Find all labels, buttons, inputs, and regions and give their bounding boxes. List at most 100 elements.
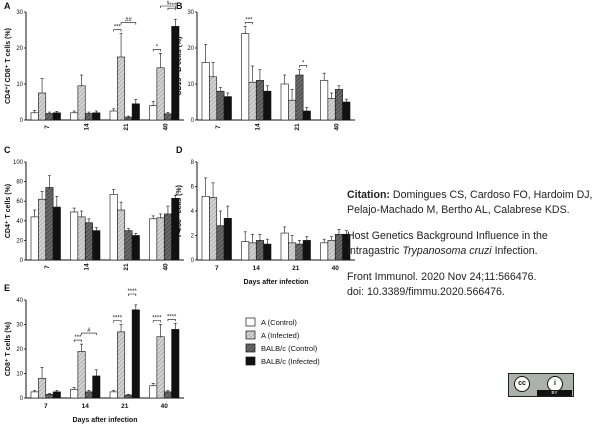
bar (163, 213, 172, 261)
panel-letter: B (176, 1, 183, 11)
y-tick-label: 30 (16, 323, 23, 329)
bar (38, 198, 47, 261)
significance-bracket (120, 22, 137, 25)
x-tick-label: 7 (44, 265, 51, 269)
bar (216, 225, 225, 261)
x-tick-label: 40 (333, 123, 340, 131)
x-tick-label: 21 (123, 263, 130, 271)
bar (327, 98, 336, 121)
bar (77, 85, 86, 121)
y-tick-label: 2 (191, 234, 195, 240)
cc-icon: cc (514, 376, 530, 392)
significance-label: *** (114, 25, 122, 31)
bar (38, 92, 47, 121)
legend-swatch (245, 317, 256, 327)
significance-label: **** (167, 314, 177, 320)
x-tick-label: 40 (162, 123, 169, 131)
bar (288, 242, 297, 261)
x-tick-label: 21 (121, 403, 129, 410)
x-tick-label: 40 (161, 403, 169, 410)
x-tick-label: 7 (215, 265, 219, 272)
y-tick-label: 0 (20, 118, 24, 124)
x-tick-label: 7 (215, 125, 222, 129)
bar (201, 62, 210, 121)
bar (334, 89, 343, 121)
significance-label: **** (152, 316, 162, 322)
legend-swatch (245, 356, 256, 366)
y-tick-label: 40 (16, 298, 23, 304)
bar (70, 211, 79, 261)
y-tick-label: 20 (16, 46, 23, 52)
y-tick-label: 80 (16, 180, 23, 186)
bar (295, 243, 304, 261)
y-tick-label: 10 (187, 82, 194, 88)
bar (255, 80, 264, 121)
citation-title-italic: Trypanosoma cruzi (402, 245, 492, 257)
bar (52, 391, 61, 399)
citation-label: Citation: (347, 189, 390, 201)
bar (156, 217, 165, 261)
y-axis-label: CD8⁺ T cells (%) (5, 322, 12, 376)
citation-journal: Front Immunol. 2020 Nov 24;11:566476. (347, 271, 537, 283)
y-axis-label: F4/80⁺ cells (%) (176, 185, 183, 237)
bar (131, 309, 140, 399)
bar (131, 103, 140, 121)
bar (241, 33, 250, 121)
bar (45, 113, 54, 121)
bar (263, 90, 272, 121)
cc-by-license-badge[interactable]: cc i BY (508, 373, 574, 397)
bar (248, 81, 257, 121)
significance-bracket (152, 320, 161, 323)
x-tick-label: 21 (294, 123, 301, 131)
x-tick-label: 7 (44, 403, 48, 410)
y-tick-label: 30 (16, 10, 23, 16)
bar (38, 378, 47, 399)
bar (209, 76, 218, 121)
bar (302, 110, 311, 121)
significance-label: ## (125, 18, 132, 24)
bar (117, 56, 126, 121)
significance-bracket (113, 320, 122, 323)
y-tick-label: 4 (191, 209, 195, 215)
bar (288, 99, 297, 121)
bar (280, 232, 289, 261)
y-tick-label: 0 (20, 258, 24, 264)
bar (77, 351, 86, 399)
significance-label: **** (127, 289, 137, 295)
bar (84, 113, 93, 121)
bar (280, 83, 289, 121)
panel-letter: C (4, 145, 11, 155)
bar (30, 391, 39, 399)
legend-label: A (Infected) (261, 331, 300, 340)
panel-a: A CD4⁺/ CD8⁺ T cells (%) 0 10 20 30 7 14 21 ***##… (4, 1, 184, 131)
panel-letter: E (4, 283, 10, 293)
bar (320, 242, 329, 261)
bar (248, 242, 257, 261)
bar (45, 394, 54, 399)
panel-letter: A (4, 1, 11, 11)
bar (149, 218, 158, 261)
citation-title-pre: Host Genetics Background Influence in th… (347, 230, 548, 257)
citation-block: Citation: Domingues CS, Cardoso FO, Hard… (347, 188, 599, 311)
y-axis-label: CD19⁺ B cells (%) (176, 37, 183, 96)
bar (149, 385, 158, 399)
significance-bracket (152, 49, 161, 52)
citation-authors: Domingues CS, Cardoso FO, Hardoim DJ, Pe… (347, 189, 593, 216)
x-tick-label: 21 (292, 265, 300, 272)
legend: A (Control) A (Infected) BALB/c (Control) B… (245, 317, 320, 366)
bar (92, 375, 101, 399)
x-tick-label: 14 (83, 123, 90, 131)
citation-title-paragraph: Host Genetics Background Influence in th… (347, 229, 599, 259)
legend-swatch (245, 330, 256, 340)
significance-label: *** (245, 17, 253, 23)
bar (109, 391, 118, 399)
y-tick-label: 20 (187, 46, 194, 52)
significance-bracket (167, 318, 176, 322)
significance-bracket (113, 29, 122, 32)
bar (45, 187, 54, 261)
bar (156, 336, 165, 399)
bar (70, 389, 79, 399)
bar (117, 331, 126, 399)
y-tick-label: 0 (191, 118, 195, 124)
